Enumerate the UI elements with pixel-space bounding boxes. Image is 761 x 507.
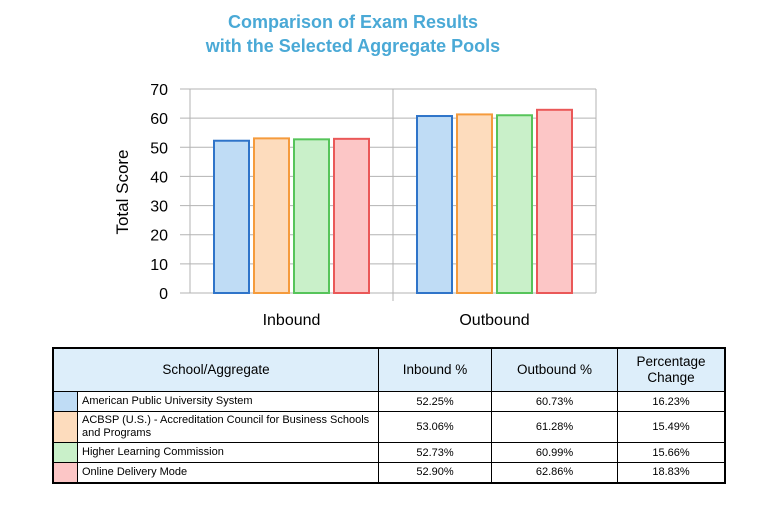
outbound-value: 60.73% bbox=[491, 391, 618, 412]
header-outbound: Outbound % bbox=[491, 347, 618, 392]
y-tick-label: 20 bbox=[150, 228, 168, 245]
y-axis-label: Total Score bbox=[113, 149, 132, 234]
table-row: Online Delivery Mode 52.90% 62.86% 18.83… bbox=[52, 462, 726, 483]
inbound-value: 52.73% bbox=[378, 442, 492, 463]
change-value: 18.83% bbox=[617, 462, 726, 483]
color-swatch bbox=[52, 391, 78, 412]
bar bbox=[456, 113, 493, 295]
header-school: School/Aggregate bbox=[52, 347, 379, 392]
x-category-label: Inbound bbox=[263, 312, 321, 329]
bar bbox=[253, 137, 290, 294]
school-name: ACBSP (U.S.) - Accreditation Council for… bbox=[77, 411, 379, 443]
color-swatch bbox=[52, 462, 78, 483]
table-row: Higher Learning Commission 52.73% 60.99%… bbox=[52, 442, 726, 463]
inbound-value: 53.06% bbox=[378, 411, 492, 443]
school-name: American Public University System bbox=[77, 391, 379, 412]
y-tick-label: 60 bbox=[150, 111, 168, 128]
bar-chart: 0 10 20 30 40 50 60 70 Inbound Outbound Total Sc… bbox=[113, 82, 597, 329]
bar bbox=[213, 139, 250, 294]
school-name: Online Delivery Mode bbox=[77, 462, 379, 483]
inbound-value: 52.90% bbox=[378, 462, 492, 483]
y-tick-label: 50 bbox=[150, 140, 168, 157]
outbound-value: 62.86% bbox=[491, 462, 618, 483]
results-table: School/Aggregate Inbound % Outbound % Pe… bbox=[52, 347, 726, 484]
table-row: ACBSP (U.S.) - Accreditation Council for… bbox=[52, 411, 726, 443]
bars bbox=[213, 108, 573, 295]
change-value: 16.23% bbox=[617, 391, 726, 412]
y-tick-label: 0 bbox=[159, 286, 168, 303]
x-category-label: Outbound bbox=[459, 312, 529, 329]
bar bbox=[496, 114, 533, 294]
color-swatch bbox=[52, 411, 78, 443]
table-row: American Public University System 52.25%… bbox=[52, 391, 726, 412]
table-header-row: School/Aggregate Inbound % Outbound % Pe… bbox=[52, 347, 726, 392]
header-inbound: Inbound % bbox=[378, 347, 492, 392]
bar bbox=[536, 108, 573, 294]
bar bbox=[293, 138, 330, 294]
inbound-value: 52.25% bbox=[378, 391, 492, 412]
outbound-value: 61.28% bbox=[491, 411, 618, 443]
y-tick-label: 40 bbox=[150, 169, 168, 186]
change-value: 15.49% bbox=[617, 411, 726, 443]
y-axis-ticks: 0 10 20 30 40 50 60 70 bbox=[150, 82, 168, 303]
change-value: 15.66% bbox=[617, 442, 726, 463]
y-tick-label: 70 bbox=[150, 82, 168, 99]
color-swatch bbox=[52, 442, 78, 463]
header-change: Percentage Change bbox=[617, 347, 726, 392]
school-name: Higher Learning Commission bbox=[77, 442, 379, 463]
outbound-value: 60.99% bbox=[491, 442, 618, 463]
chart-title-line-2: with the Selected Aggregate Pools bbox=[205, 36, 501, 56]
x-axis-categories: Inbound Outbound bbox=[263, 312, 530, 329]
bar bbox=[333, 137, 370, 294]
y-tick-label: 30 bbox=[150, 199, 168, 216]
bar bbox=[416, 115, 453, 294]
y-tick-label: 10 bbox=[150, 257, 168, 274]
chart-title: Comparison of Exam Results with the Sele… bbox=[0, 10, 706, 58]
chart-title-line-1: Comparison of Exam Results bbox=[227, 12, 479, 32]
